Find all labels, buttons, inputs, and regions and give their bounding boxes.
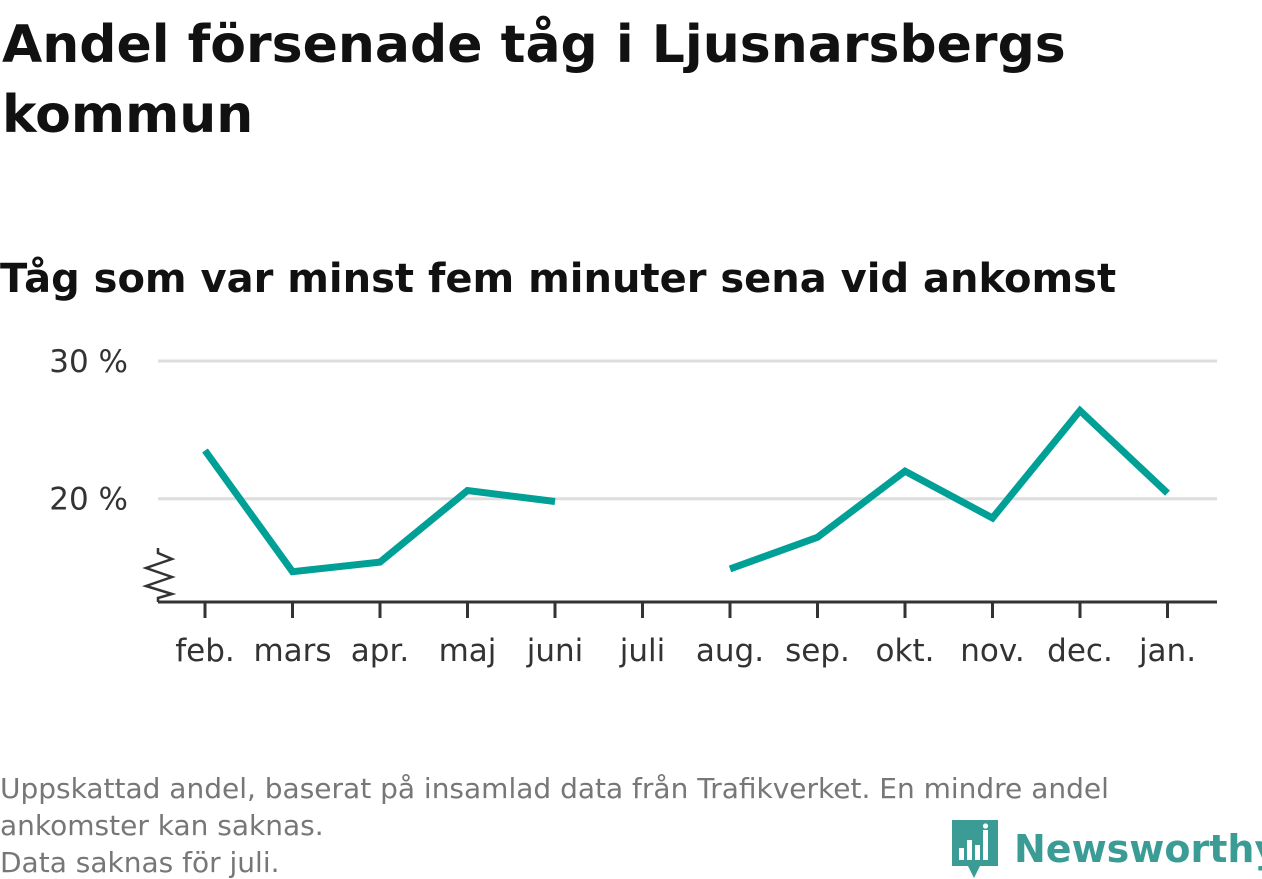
brand: Newsworthy (950, 818, 1262, 879)
x-tick-label: juli (619, 633, 666, 669)
series-lines (202, 405, 1170, 576)
newsworthy-bar-chart-logo-icon (952, 820, 998, 878)
x-axis-tick-labels: feb. mars apr. maj juni juli aug. sep. okt. nov. d… (175, 633, 1196, 669)
chart-title: Andel försenade tåg i Ljusnarsbergs komm… (2, 15, 1066, 145)
y-tick-label: 20 % (49, 482, 128, 518)
x-tick-label: juni (526, 633, 584, 669)
x-tick-label: dec. (1047, 633, 1113, 669)
x-tick-label: okt. (876, 633, 935, 669)
chart-subtitle: Tåg som var minst fem minuter sena vid a… (0, 256, 1117, 302)
zigzag-axis-break-icon (141, 548, 177, 602)
x-tick-label: sep. (785, 633, 850, 669)
series-line-segment (728, 405, 1170, 573)
series-line-segment (202, 448, 556, 576)
x-tick-label: jan. (1138, 633, 1196, 669)
x-tick-label: maj (439, 633, 497, 669)
footer-note-line-2: ankomster kan saknas. (0, 809, 324, 842)
x-tick-label: nov. (960, 633, 1024, 669)
x-tick-label: apr. (351, 633, 409, 669)
y-axis-tick-labels: 20 % 30 % (49, 344, 128, 518)
x-tick-label: aug. (696, 633, 764, 669)
x-tick-label: feb. (175, 633, 235, 669)
y-tick-label: 30 % (49, 344, 128, 380)
x-tick-label: mars (253, 633, 331, 669)
footer-note-line-1: Uppskattad andel, baserat på insamlad da… (0, 772, 1109, 805)
x-axis (141, 548, 1217, 604)
footer-note: Uppskattad andel, baserat på insamlad da… (0, 770, 1250, 879)
footer-note-line-3: Data saknas för juli. (0, 846, 280, 879)
x-axis-ticks (203, 602, 1169, 618)
brand-name: Newsworthy (1014, 827, 1262, 871)
gridlines (158, 359, 1217, 501)
